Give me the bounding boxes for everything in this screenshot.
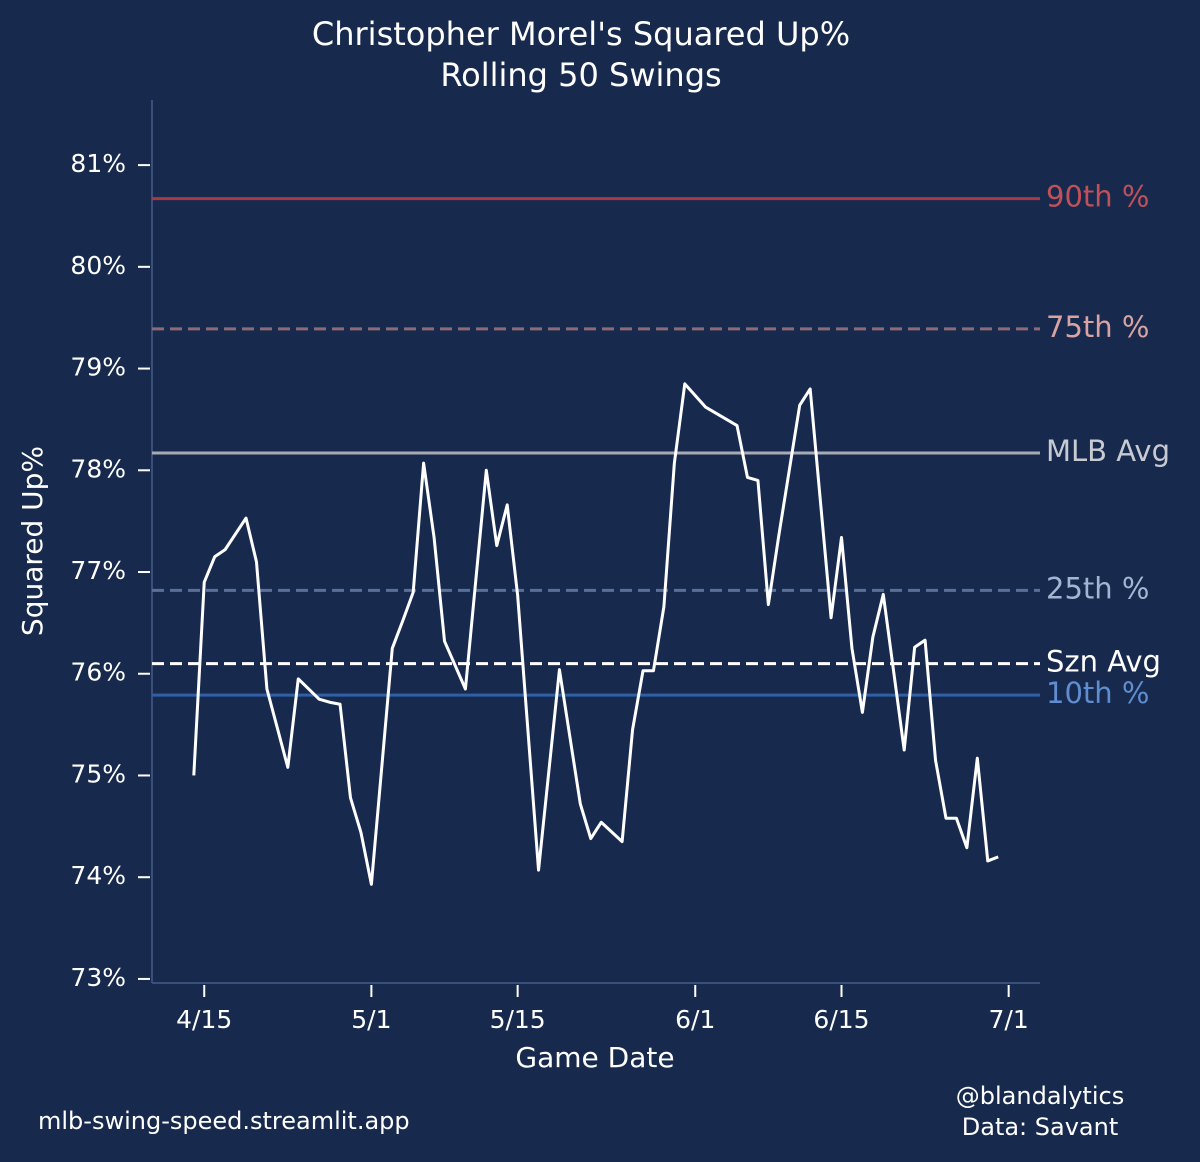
- footer-credit: @blandalytics: [956, 1082, 1124, 1110]
- y-tick-label: 78%: [70, 454, 126, 483]
- y-tick-label: 80%: [70, 251, 126, 280]
- y-tick-label: 77%: [70, 556, 126, 585]
- reference-label: 25th %: [1046, 571, 1149, 605]
- chart-subtitle: Rolling 50 Swings: [440, 56, 721, 94]
- x-tick-label: 4/15: [176, 1005, 232, 1034]
- y-tick-label: 74%: [70, 861, 126, 890]
- x-tick-label: 6/1: [675, 1005, 715, 1034]
- reference-label: Szn Avg: [1046, 645, 1161, 679]
- y-tick-label: 76%: [70, 658, 126, 687]
- y-tick-label: 73%: [70, 963, 126, 992]
- data-line: [192, 382, 999, 886]
- reference-label: MLB Avg: [1046, 434, 1170, 468]
- y-tick-label: 75%: [70, 759, 126, 788]
- x-tick-label: 6/15: [813, 1005, 869, 1034]
- y-axis-label: Squared Up%: [16, 446, 49, 636]
- y-tick-label: 79%: [70, 353, 126, 382]
- x-tick-label: 5/15: [490, 1005, 546, 1034]
- x-tick-label: 7/1: [989, 1005, 1029, 1034]
- x-tick-label: 5/1: [351, 1005, 391, 1034]
- reference-label: 90th %: [1046, 180, 1149, 214]
- footer-source: mlb-swing-speed.streamlit.app: [38, 1107, 410, 1135]
- x-axis-label: Game Date: [515, 1041, 674, 1074]
- footer-credit: Data: Savant: [962, 1113, 1119, 1141]
- y-tick-label: 81%: [70, 149, 126, 178]
- reference-label: 10th %: [1046, 676, 1149, 710]
- chart-title: Christopher Morel's Squared Up%: [312, 15, 850, 53]
- reference-label: 75th %: [1046, 310, 1149, 344]
